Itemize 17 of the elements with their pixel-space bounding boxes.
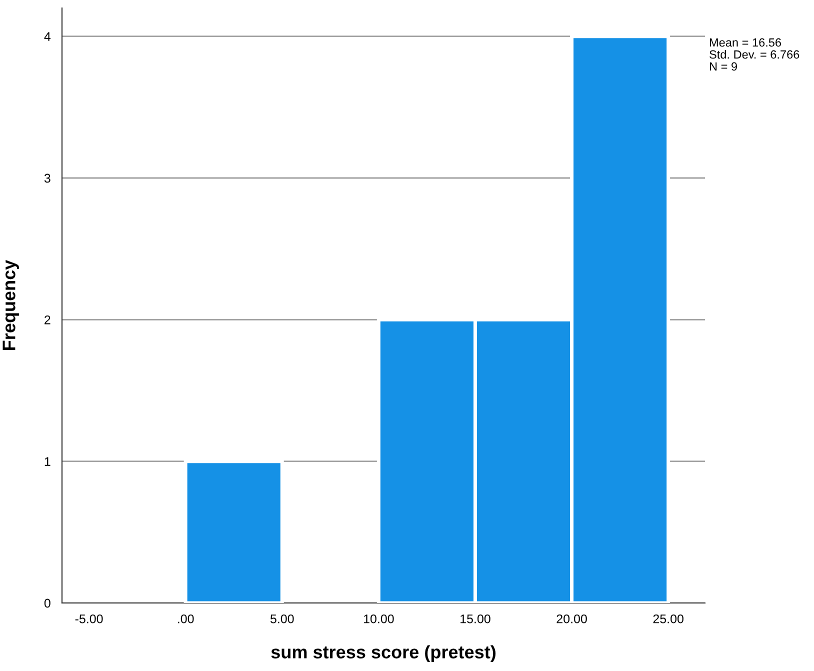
y-tick-label: 0 (44, 598, 50, 608)
y-tick-label: 4 (44, 32, 51, 41)
y-tick-label: 3 (44, 174, 50, 183)
y-tick-label: 1 (44, 457, 50, 466)
y-tick-label: 2 (44, 315, 50, 324)
x-tick-label: 15.00 (460, 614, 490, 624)
x-tick-label: .00 (178, 614, 194, 624)
x-tick-label: -5.00 (75, 614, 103, 624)
x-tick-label: 10.00 (364, 614, 394, 624)
y-axis-title: Frequency (2, 260, 19, 350)
x-axis-title: sum stress score (pretest) (271, 645, 496, 662)
x-tick-label: 20.00 (556, 614, 587, 624)
text: Mean = 16.56 (710, 38, 782, 47)
x-tick-label: 5.00 (270, 614, 294, 624)
text: Std. Dev. = 6.766 (710, 50, 800, 59)
x-tick-label: 25.00 (653, 614, 684, 624)
text: N = 9 (710, 62, 737, 71)
